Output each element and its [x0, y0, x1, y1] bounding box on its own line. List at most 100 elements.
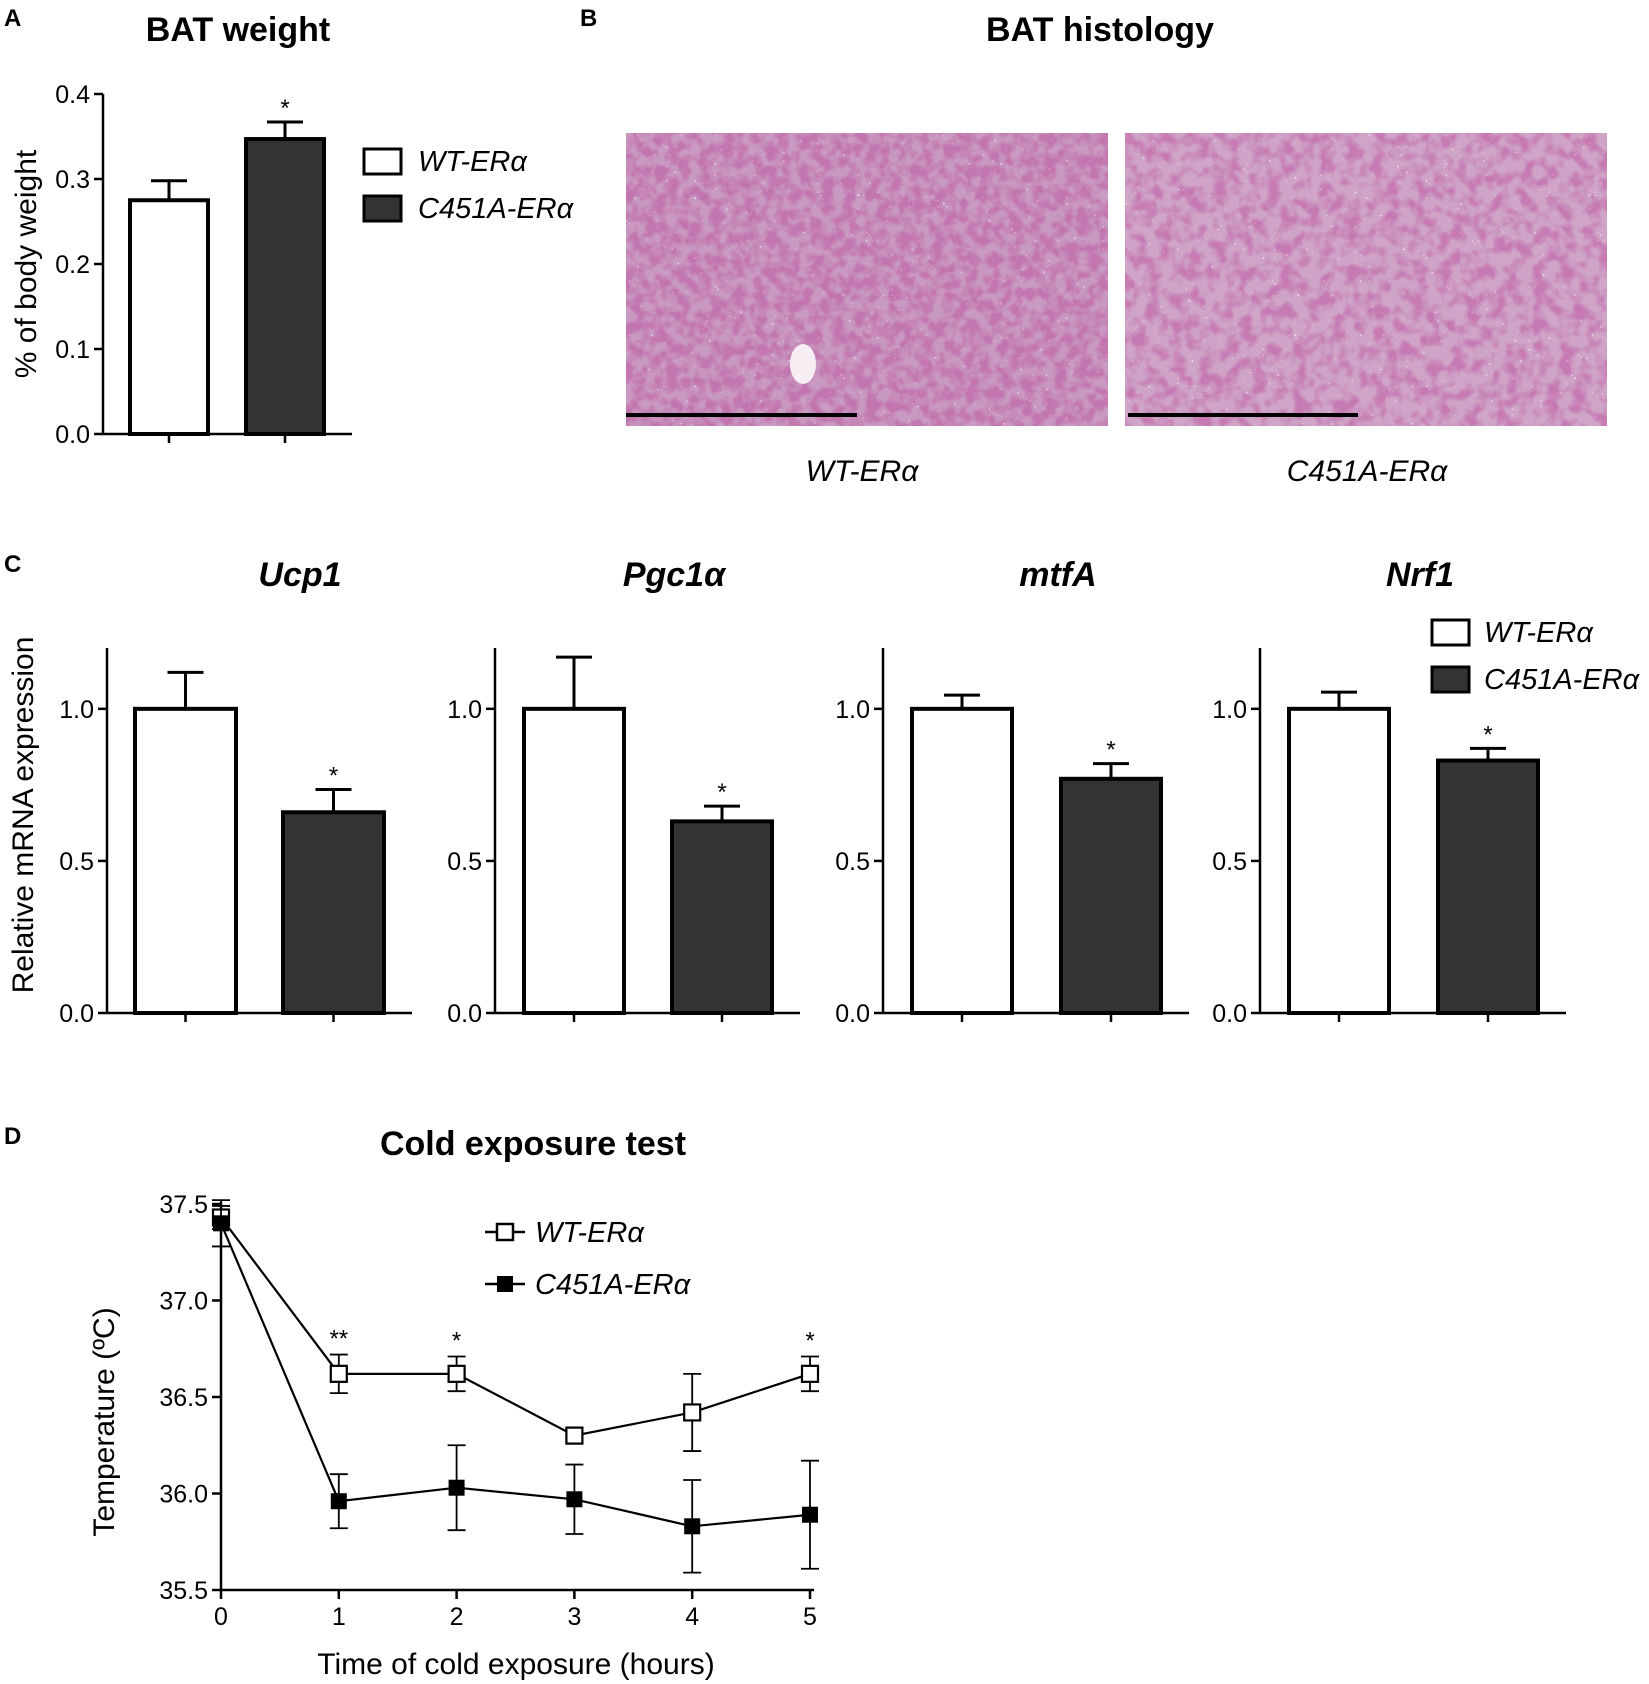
y-tick-label: 0.0: [1212, 1000, 1247, 1028]
chart-title: mtfA: [1019, 556, 1096, 594]
x-tick-label: 0: [214, 1603, 228, 1631]
data-point: [213, 1215, 229, 1232]
significance-marker: *: [1483, 721, 1492, 748]
legend-label-c451a: C451A-ERα: [418, 193, 575, 225]
line-chart-d: Cold exposure test Time of cold exposure …: [88, 1125, 820, 1681]
legend-panel-d: WT-ERα C451A-ERα: [485, 1217, 692, 1301]
data-point: [448, 1479, 465, 1496]
histology-image-c451a: [1125, 133, 1607, 426]
y-tick-label: 0.2: [55, 251, 90, 279]
chart-title: Ucp1: [258, 556, 341, 594]
legend-label-wt: WT-ERα: [535, 1217, 645, 1249]
charts-layer: BAT weight % of body weight 0.0 0.1 0.2 0.3 0.…: [7, 11, 1566, 1681]
data-point: [684, 1518, 701, 1535]
x-axis-label: Time of cold exposure (hours): [317, 1648, 714, 1681]
bar-chart-c1: Ucp1 Relative mRNA expression 0.0 0.5 1.0 *: [7, 556, 412, 1028]
panel-letter-b: B: [580, 5, 597, 32]
bar-chart-c3: mtfA 0.0 0.5 1.0 *: [835, 556, 1189, 1028]
y-tick-label: 0.0: [55, 421, 90, 449]
legend-swatch-wt: [1430, 618, 1471, 647]
bar-chart-c2: Pgc1α 0.0 0.5 1.0 *: [447, 556, 800, 1028]
legend-swatch-c451a: [362, 194, 403, 223]
legend-label-wt: WT-ERα: [418, 146, 528, 178]
bar-wt: [910, 706, 1014, 1015]
y-axis-label: % of body weight: [10, 149, 43, 378]
data-point: [802, 1506, 818, 1523]
y-tick-label: 0.5: [835, 848, 870, 876]
bar-c451a: [281, 810, 386, 1015]
bar-wt: [522, 706, 626, 1015]
y-tick-label: 0.0: [835, 1000, 870, 1028]
legend-label-c451a: C451A-ERα: [535, 1269, 692, 1301]
y-tick-label: 36.0: [159, 1481, 208, 1509]
y-tick-label: 36.5: [159, 1384, 208, 1412]
y-tick-label: 37.5: [159, 1191, 208, 1219]
legend-swatch-c451a: [1430, 665, 1471, 694]
legend-swatch-wt: [362, 147, 403, 176]
bar-c451a: [1436, 758, 1540, 1016]
y-tick-label: 0.0: [447, 1000, 482, 1028]
y-tick-label: 0.4: [55, 81, 90, 109]
y-tick-label: 0.5: [59, 848, 94, 876]
significance-marker: *: [717, 779, 726, 806]
y-tick-label: 0.1: [55, 336, 90, 364]
chart-title: Cold exposure test: [380, 1125, 686, 1163]
y-tick-label: 0.3: [55, 166, 90, 194]
bar-wt: [128, 198, 210, 436]
legend-panel-a: WT-ERα C451A-ERα: [362, 146, 575, 225]
data-point: [329, 1364, 348, 1383]
histology-image-wt: [626, 133, 1108, 426]
significance-marker: **: [329, 1326, 348, 1353]
y-tick-label: 1.0: [1212, 696, 1247, 724]
panel-letter-c: C: [4, 551, 21, 578]
series-line: [220, 1216, 811, 1437]
significance-marker: *: [452, 1327, 461, 1354]
y-tick-label: 1.0: [59, 696, 94, 724]
significance-marker: *: [280, 95, 289, 122]
x-tick-label: 4: [685, 1603, 699, 1631]
bar-c451a: [1059, 776, 1163, 1016]
x-tick-label: 2: [450, 1603, 464, 1631]
series-c451a: [212, 1199, 819, 1574]
data-point: [683, 1403, 702, 1422]
legend-panel-c: WT-ERα C451A-ERα: [1430, 617, 1641, 696]
bar-c451a: [244, 137, 326, 437]
data-point: [566, 1491, 583, 1508]
data-point: [565, 1426, 584, 1445]
y-tick-label: 1.0: [835, 696, 870, 724]
legend-marker-wt: [495, 1222, 515, 1242]
x-tick-label: 3: [567, 1603, 581, 1631]
panel-letter-d: D: [4, 1123, 21, 1150]
chart-title: BAT weight: [146, 11, 330, 49]
histology-caption-c451a: C451A-ERα: [1287, 455, 1448, 488]
x-tick-label: 1: [332, 1603, 346, 1631]
panel-letter-a: A: [4, 5, 21, 32]
legend-label-wt: WT-ERα: [1484, 617, 1594, 649]
y-tick-label: 37.0: [159, 1288, 208, 1316]
significance-marker: *: [329, 762, 338, 789]
data-point: [330, 1493, 347, 1510]
data-point: [447, 1364, 466, 1383]
legend-marker-c451a: [497, 1276, 513, 1292]
bar-wt: [1287, 706, 1391, 1015]
chart-title: Pgc1α: [623, 556, 727, 594]
y-tick-label: 0.5: [447, 848, 482, 876]
data-point: [800, 1364, 820, 1383]
y-tick-label: 35.5: [159, 1577, 208, 1605]
bar-chart-c4: Nrf1 0.0 0.5 1.0 *: [1212, 556, 1566, 1028]
y-axis-label: Temperature (ºC): [88, 1307, 121, 1536]
bar-wt: [133, 706, 238, 1015]
y-axis-label: Relative mRNA expression: [7, 637, 40, 994]
bar-c451a: [670, 819, 774, 1015]
chart-title: Nrf1: [1386, 556, 1454, 594]
x-tick-label: 5: [803, 1603, 817, 1631]
y-tick-label: 1.0: [447, 696, 482, 724]
bar-chart-a: BAT weight % of body weight 0.0 0.1 0.2 0.3 0.…: [10, 11, 352, 449]
histology-title: BAT histology: [986, 11, 1214, 49]
legend-label-c451a: C451A-ERα: [1484, 664, 1641, 696]
series-line: [219, 1222, 811, 1528]
significance-marker: *: [805, 1327, 814, 1354]
y-tick-label: 0.0: [59, 1000, 94, 1028]
y-tick-label: 0.5: [1212, 848, 1247, 876]
